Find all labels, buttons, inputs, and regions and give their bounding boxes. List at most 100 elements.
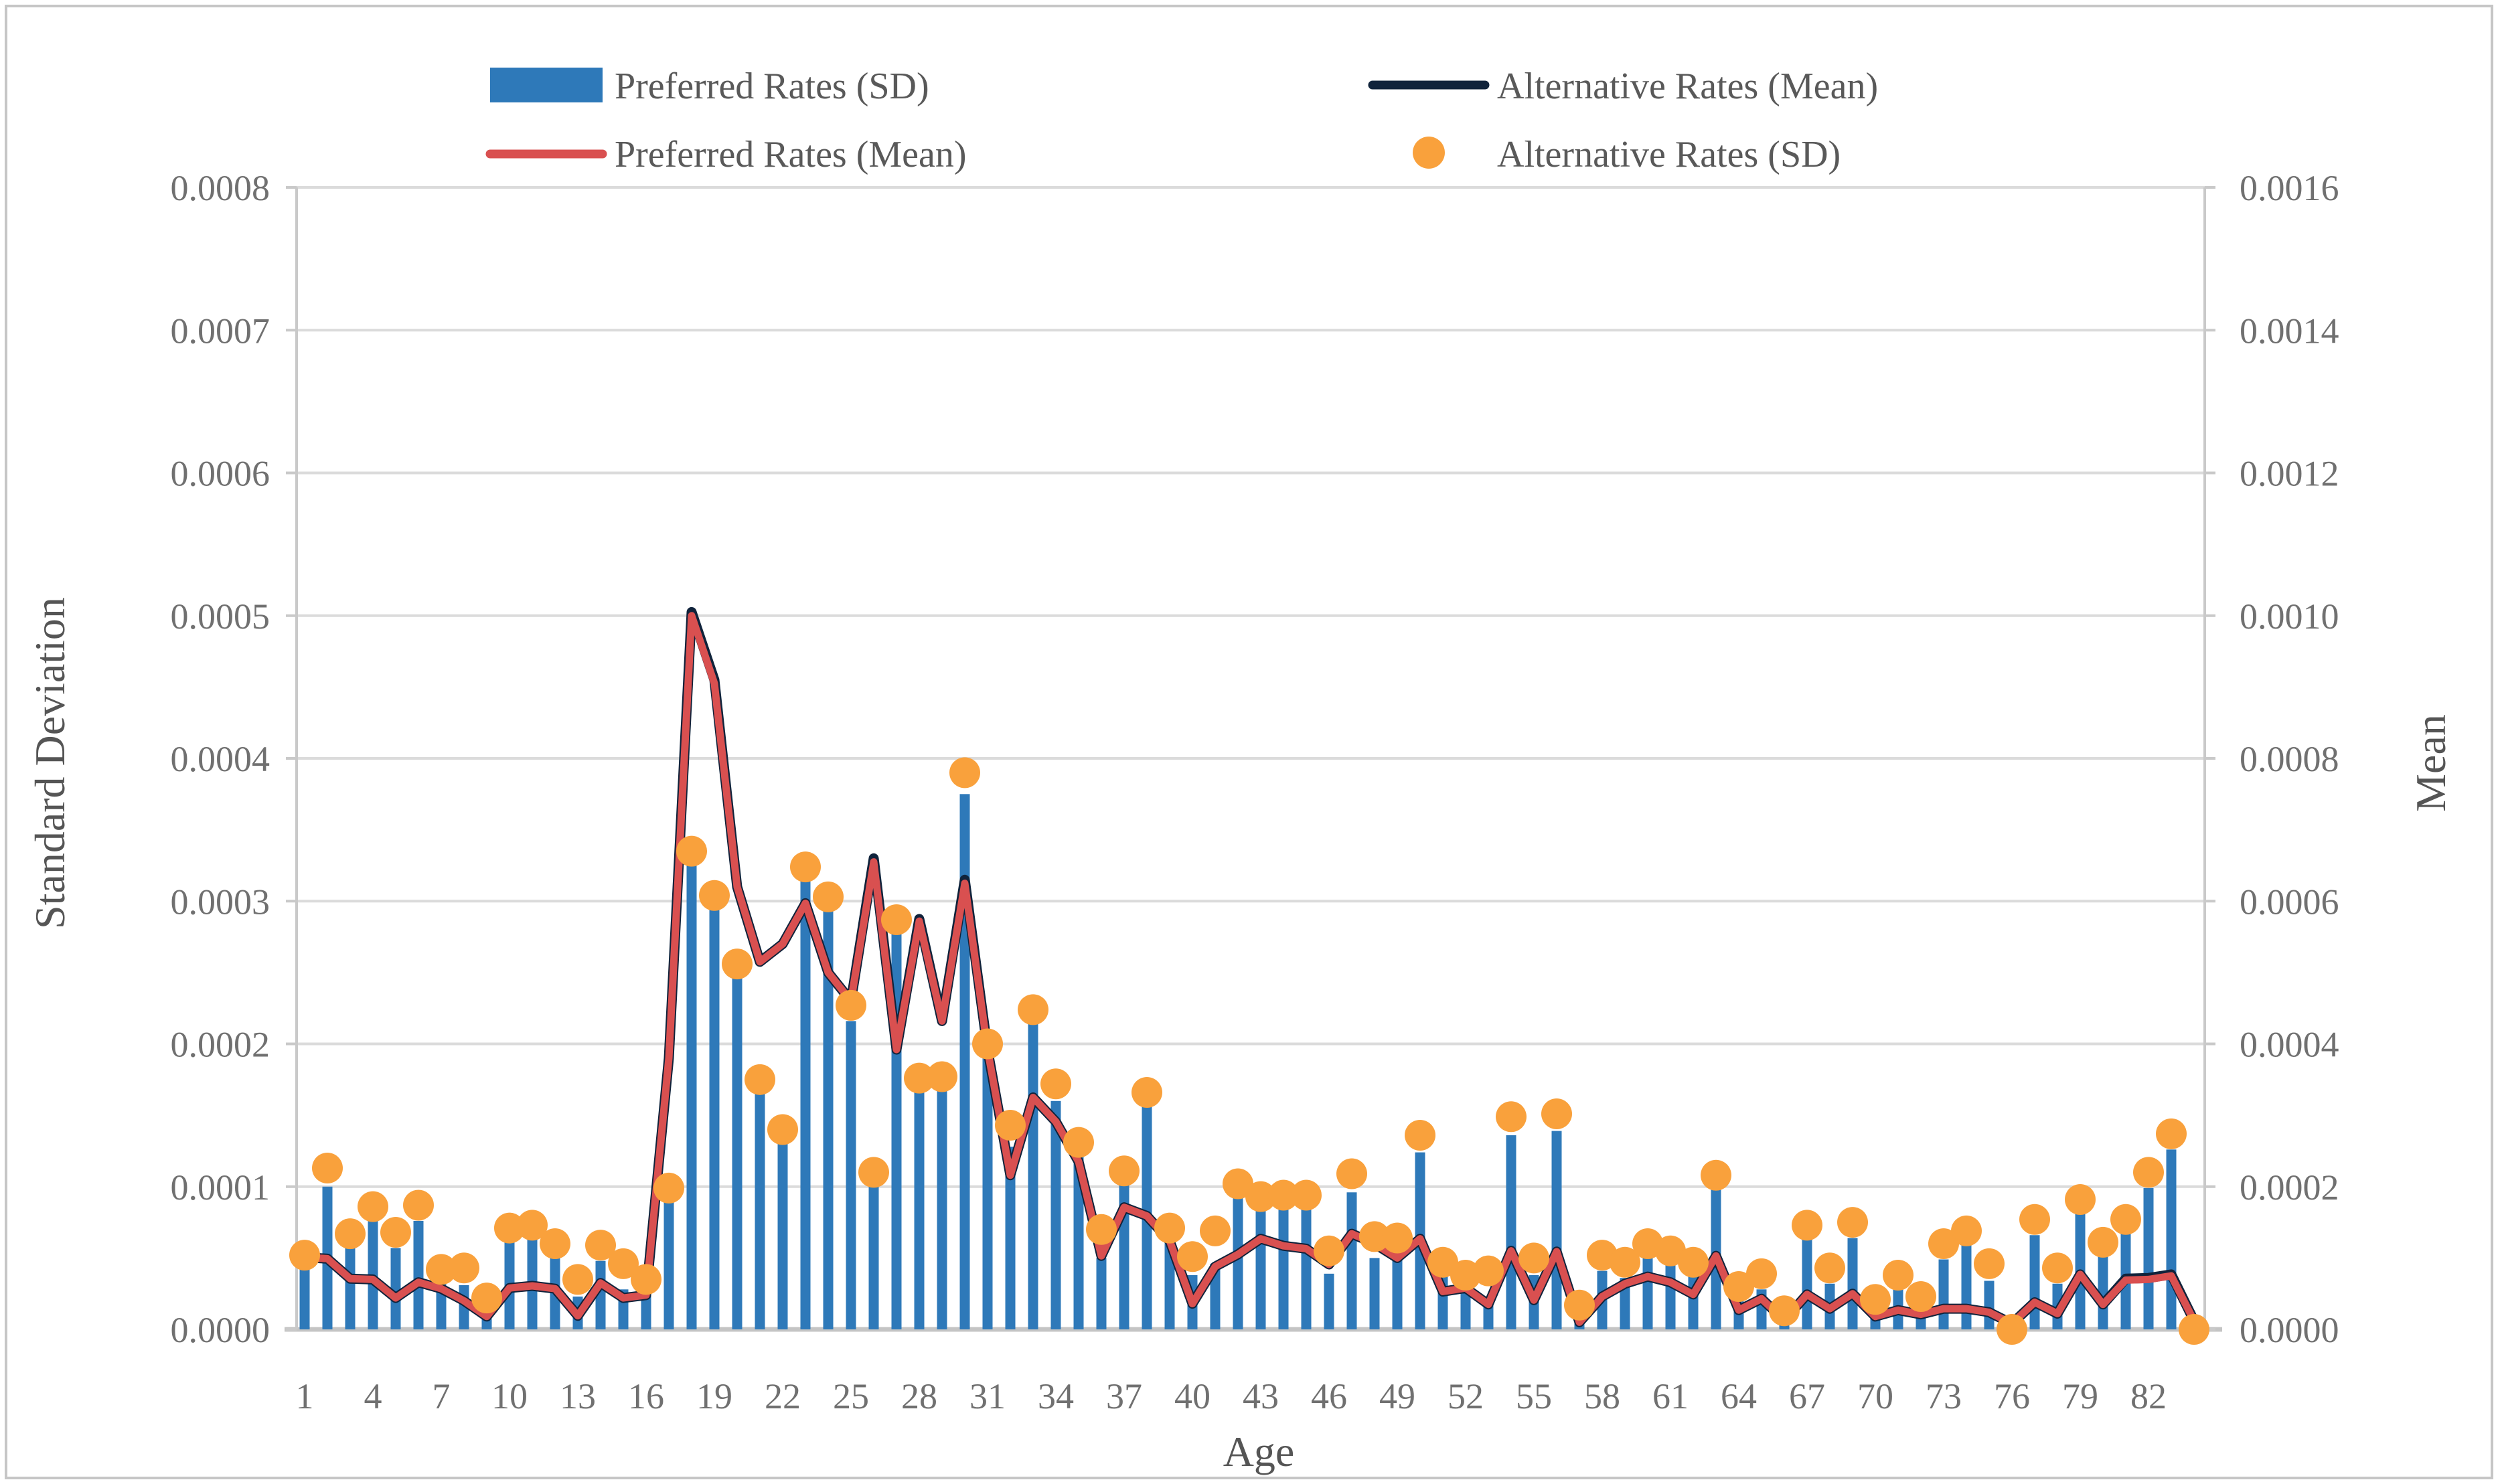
alternative-sd-dot: [403, 1189, 434, 1221]
preferred-sd-bar: [2098, 1253, 2108, 1329]
preferred-sd-bar: [595, 1260, 606, 1329]
x-axis-tick-label: 13: [560, 1376, 596, 1416]
x-axis-tick-label: 16: [628, 1376, 664, 1416]
preferred-sd-bar: [2166, 1149, 2177, 1329]
alternative-sd-dot: [1314, 1235, 1344, 1266]
alternative-sd-dot: [1746, 1258, 1777, 1289]
preferred-sd-bar: [1346, 1192, 1357, 1329]
preferred-sd-bar: [641, 1293, 651, 1329]
alternative-sd-dot: [1382, 1222, 1413, 1254]
alternative-sd-dot: [1997, 1314, 2027, 1345]
preferred-sd-bar: [1255, 1211, 1266, 1329]
preferred-sd-bar: [1278, 1206, 1289, 1329]
alternative-sd-dot: [1405, 1119, 1435, 1151]
x-axis-tick-label: 34: [1038, 1376, 1074, 1416]
x-axis-tick-label: 58: [1584, 1376, 1620, 1416]
alternative-sd-dot: [1086, 1214, 1117, 1245]
legend-swatch-preferred-sd: [490, 68, 603, 102]
alternative-sd-dot: [1063, 1127, 1094, 1158]
right-axis-tick-label: 0.0010: [2240, 596, 2339, 637]
alternative-sd-dot: [1359, 1221, 1390, 1252]
alternative-sd-dot: [1336, 1158, 1367, 1189]
preferred-sd-bar: [686, 865, 697, 1329]
preferred-sd-bar: [663, 1202, 674, 1329]
alternative-sd-dot: [2110, 1204, 2141, 1235]
alternative-sd-dot: [1905, 1281, 1936, 1312]
x-axis-tick-label: 10: [491, 1376, 528, 1416]
alternative-sd-dot: [449, 1252, 479, 1284]
preferred-sd-bar: [1005, 1147, 1016, 1329]
alternative-sd-dot: [653, 1172, 684, 1204]
alternative-sd-dot: [1974, 1248, 2005, 1279]
preferred-sd-bar: [959, 794, 970, 1329]
alternative-sd-dot: [767, 1114, 798, 1145]
x-axis-tick-label: 61: [1652, 1376, 1689, 1416]
preferred-sd-bar: [1050, 1100, 1061, 1329]
x-axis-tick-label: 52: [1448, 1376, 1484, 1416]
alternative-sd-dot: [1723, 1271, 1754, 1303]
x-axis-title: Age: [1223, 1428, 1295, 1475]
alternative-sd-dot: [2156, 1118, 2187, 1149]
left-axis-tick-label: 0.0007: [171, 311, 270, 351]
alternative-sd-dot: [972, 1028, 1003, 1060]
alternative-sd-dot: [1496, 1101, 1527, 1133]
x-axis-tick-label: 55: [1516, 1376, 1552, 1416]
x-axis-tick-label: 40: [1174, 1376, 1211, 1416]
x-axis-tick-label: 25: [833, 1376, 869, 1416]
alternative-sd-dot: [745, 1064, 775, 1095]
preferred-sd-bar: [1324, 1273, 1334, 1329]
alternative-sd-dot: [1473, 1255, 1504, 1287]
preferred-sd-bar: [1392, 1258, 1403, 1329]
alternative-sd-dot: [2065, 1183, 2096, 1215]
x-axis-tick-label: 4: [364, 1376, 382, 1416]
alternative-sd-dot: [881, 904, 912, 935]
x-axis-tick-label: 7: [433, 1376, 451, 1416]
x-axis-tick-label: 70: [1857, 1376, 1893, 1416]
right-axis-tick-label: 0.0002: [2240, 1167, 2339, 1208]
right-axis-tick-label: 0.0004: [2240, 1025, 2339, 1065]
left-axis-tick-label: 0.0008: [171, 168, 270, 208]
alternative-sd-dot: [494, 1212, 525, 1244]
alternative-sd-dot: [699, 880, 730, 911]
axis-lines: [286, 186, 2215, 1331]
alternative-sd-dot: [289, 1240, 320, 1271]
alternative-sd-dot: [1223, 1168, 1253, 1200]
alternative-sd-dot: [858, 1157, 889, 1188]
alternative-sd-dot: [1268, 1179, 1299, 1211]
alternative-sd-dot: [471, 1283, 502, 1314]
x-axis-tick-label: 73: [1926, 1376, 1962, 1416]
alternative-sd-dot: [1860, 1284, 1891, 1315]
alternative-sd-dot: [1951, 1215, 1982, 1246]
alternative-sd-dot: [1018, 994, 1048, 1025]
preferred-sd-bar: [777, 1141, 788, 1329]
alternative-sd-dot: [426, 1254, 457, 1285]
preferred-sd-bar: [2143, 1187, 2154, 1329]
alternative-sd-dot: [1610, 1246, 1640, 1278]
alternative-sd-dot: [1291, 1179, 1322, 1211]
alternative-sd-dot: [1701, 1159, 1731, 1191]
alternative-sd-dot: [1837, 1207, 1868, 1238]
x-axis-tick-label: 43: [1243, 1376, 1279, 1416]
alternative-sd-dot: [335, 1218, 366, 1250]
alternative-sd-dot: [1154, 1212, 1185, 1244]
preferred-sd-bar: [1642, 1258, 1653, 1329]
preferred-sd-bar: [800, 874, 811, 1329]
right-axis-tick-label: 0.0008: [2240, 739, 2339, 779]
preferred-sd-bar: [1551, 1131, 1562, 1329]
alternative-sd-dot: [1792, 1210, 1822, 1241]
preferred-sd-bar: [914, 1090, 925, 1329]
preferred-sd-bar: [1506, 1135, 1516, 1329]
alternative-sd-dot: [1541, 1098, 1572, 1129]
x-axis-tick-label: 31: [969, 1376, 1006, 1416]
alternative-sd-dot: [904, 1062, 935, 1094]
tick-labels: 0.0000 0.0001 0.0002 0.0003 0.0004 0.0005 0.00…: [171, 168, 2339, 1416]
left-axis-tick-label: 0.0000: [171, 1310, 270, 1350]
alternative-sd-dot: [2042, 1252, 2073, 1284]
x-axis-tick-label: 82: [2130, 1376, 2167, 1416]
preferred-sd-bar: [2029, 1235, 2040, 1329]
preferred-sd-bar: [1847, 1238, 1858, 1329]
preferred-sd-bar: [1301, 1206, 1312, 1329]
preferred-sd-bar: [413, 1220, 424, 1329]
preferred-sd-bar: [709, 902, 720, 1329]
